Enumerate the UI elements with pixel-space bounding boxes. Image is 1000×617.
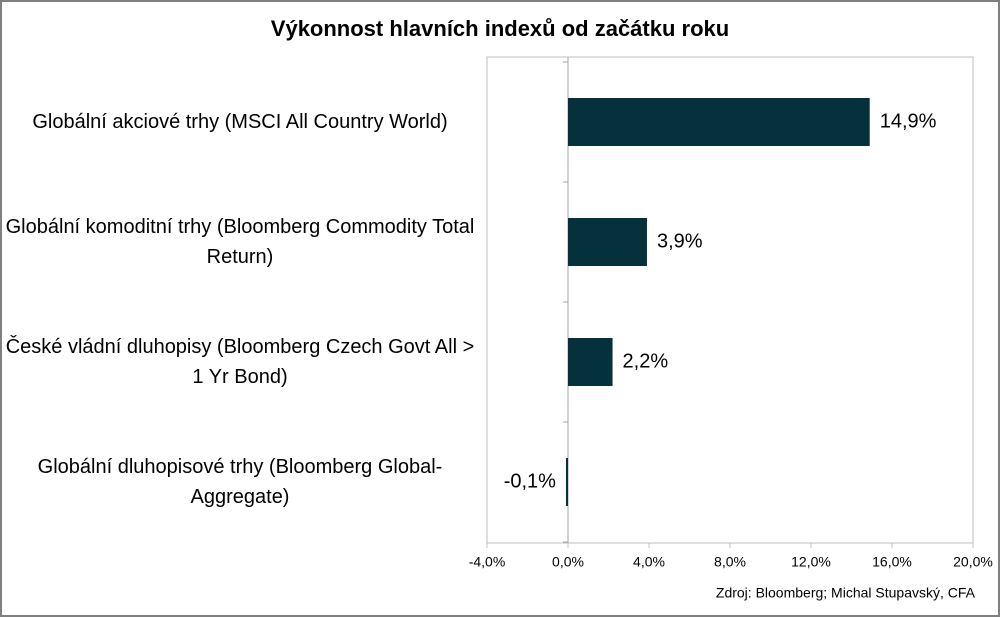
y-tick-label: Globální akciové trhy (MSCI All Country … — [32, 111, 448, 133]
x-tick-label: 12,0% — [791, 554, 831, 570]
x-tick-label: 4,0% — [633, 554, 665, 570]
bar — [568, 98, 870, 146]
data-label: 2,2% — [623, 350, 669, 372]
y-tick-label: Globální komoditní trhy (Bloomberg Commo… — [5, 216, 475, 268]
y-tick-label: Globální dluhopisové trhy (Bloomberg Glo… — [37, 456, 443, 508]
bar — [568, 218, 647, 266]
chart-title: Výkonnost hlavních indexů od začátku rok… — [271, 16, 729, 41]
x-tick-label: 16,0% — [872, 554, 912, 570]
bar — [565, 458, 568, 506]
bar — [568, 338, 613, 386]
data-label: 3,9% — [657, 230, 703, 252]
x-tick-label: 8,0% — [714, 554, 746, 570]
y-tick-label: České vládní dluhopisy (Bloomberg Czech … — [5, 336, 475, 388]
data-label: -0,1% — [504, 470, 556, 492]
data-label: 14,9% — [880, 110, 937, 132]
x-tick-label: 0,0% — [552, 554, 584, 570]
x-tick-label: -4,0% — [469, 554, 506, 570]
source-note: Zdroj: Bloomberg; Michal Stupavský, CFA — [716, 585, 976, 601]
x-tick-label: 20,0% — [953, 554, 993, 570]
